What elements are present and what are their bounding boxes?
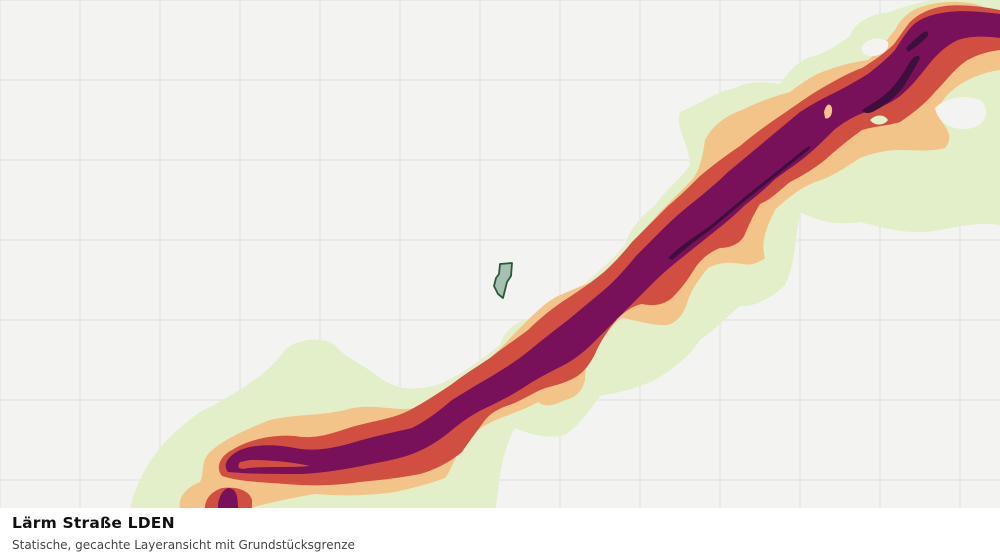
noise-gap-light xyxy=(870,115,888,125)
noise-gap xyxy=(861,38,987,130)
layer-title: Lärm Straße LDEN xyxy=(12,514,175,532)
layer-caption: Lärm Straße LDEN Statische, gecachte Lay… xyxy=(0,508,1000,560)
noise-zone-60-65 xyxy=(218,11,1000,509)
parcel-boundary[interactable] xyxy=(493,262,513,299)
layer-subtitle: Statische, gecachte Layeransicht mit Gru… xyxy=(12,538,355,552)
noise-gap-small xyxy=(824,104,833,119)
